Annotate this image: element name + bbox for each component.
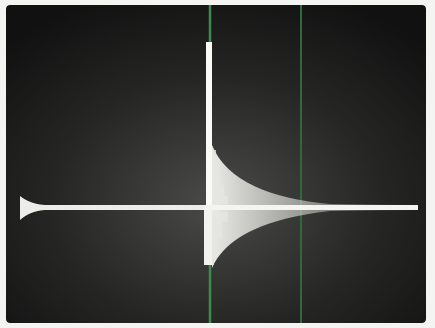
- trace-steps-lower: [212, 212, 228, 265]
- trace-baseline-right: [212, 205, 418, 210]
- spike-up: [206, 42, 212, 207]
- trace-steps-upper: [212, 150, 228, 204]
- trace-baseline-left: [20, 196, 205, 220]
- spike-down: [204, 205, 212, 265]
